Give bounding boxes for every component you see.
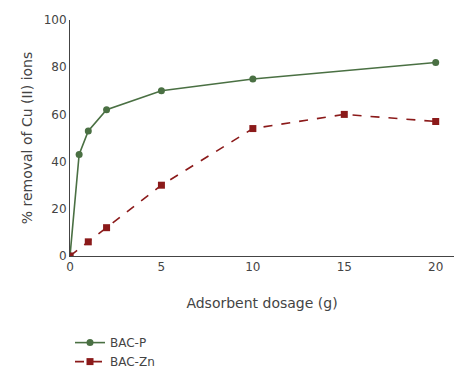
svg-text:100: 100: [44, 13, 67, 27]
svg-text:60: 60: [51, 108, 66, 122]
svg-text:20: 20: [51, 202, 66, 216]
svg-text:0: 0: [66, 260, 74, 274]
svg-text:80: 80: [51, 60, 66, 74]
svg-text:5: 5: [158, 260, 166, 274]
svg-text:Adsorbent dosage (g): Adsorbent dosage (g): [186, 295, 337, 311]
svg-text:0: 0: [59, 249, 67, 263]
svg-text:20: 20: [428, 260, 443, 274]
svg-text:% removal of Cu (II) ions: % removal of Cu (II) ions: [19, 52, 35, 225]
svg-text:40: 40: [51, 155, 66, 169]
svg-text:10: 10: [245, 260, 260, 274]
svg-text:BAC-Zn: BAC-Zn: [110, 355, 155, 369]
svg-text:BAC-P: BAC-P: [110, 336, 146, 350]
svg-text:15: 15: [337, 260, 352, 274]
